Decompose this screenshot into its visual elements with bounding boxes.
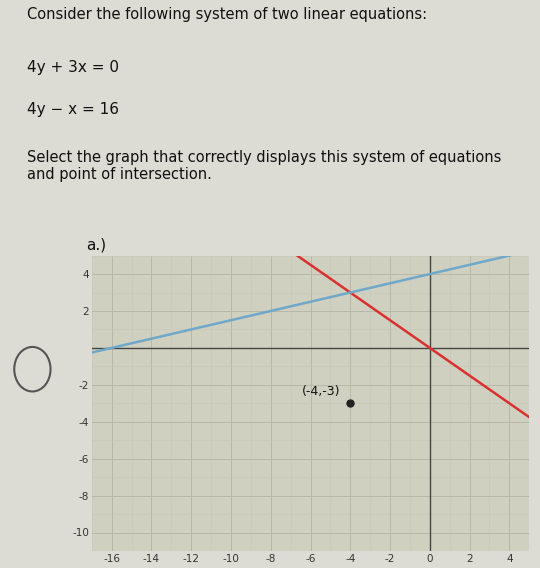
Text: 4y + 3x = 0: 4y + 3x = 0	[27, 60, 119, 75]
Text: (-4,-3): (-4,-3)	[302, 385, 340, 398]
Text: Consider the following system of two linear equations:: Consider the following system of two lin…	[27, 7, 427, 23]
Text: Select the graph that correctly displays this system of equations
and point of i: Select the graph that correctly displays…	[27, 150, 501, 182]
Text: 4y − x = 16: 4y − x = 16	[27, 102, 119, 118]
Text: a.): a.)	[86, 238, 106, 253]
